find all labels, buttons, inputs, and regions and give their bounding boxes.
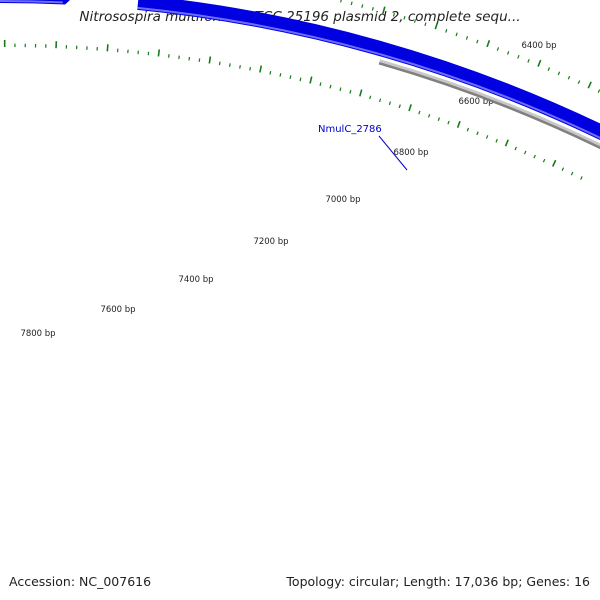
major-tick bbox=[587, 81, 592, 89]
tick-label: 7600 bp bbox=[100, 305, 135, 315]
tick-label: 6400 bp bbox=[521, 41, 556, 51]
major-tick bbox=[309, 76, 313, 84]
tick-label: 7800 bp bbox=[20, 329, 55, 339]
minor-tick bbox=[495, 138, 498, 143]
minor-tick bbox=[329, 84, 332, 89]
minor-tick bbox=[424, 22, 427, 27]
minor-tick bbox=[239, 65, 241, 69]
major-tick bbox=[106, 44, 109, 52]
minor-tick bbox=[561, 167, 565, 172]
major-tick bbox=[486, 40, 491, 48]
tick-label: 6600 bp bbox=[458, 97, 493, 107]
minor-tick bbox=[514, 146, 517, 151]
major-tick bbox=[408, 104, 412, 112]
minor-tick bbox=[198, 58, 201, 62]
minor-tick bbox=[447, 120, 450, 125]
minor-tick bbox=[427, 113, 431, 118]
gene-nmulc-2786-highlight bbox=[137, 6, 600, 139]
minor-tick bbox=[269, 70, 272, 75]
sequence-summary: Topology: circular; Length: 17,036 bp; G… bbox=[286, 574, 590, 589]
accession-text: Accession: NC_007616 bbox=[9, 574, 152, 589]
minor-tick bbox=[557, 71, 561, 76]
minor-tick bbox=[289, 75, 292, 79]
gene-arrow-left-highlight bbox=[0, 0, 63, 4]
minor-tick bbox=[517, 54, 520, 59]
major-tick bbox=[552, 159, 557, 167]
sequence-backbone bbox=[378, 62, 600, 150]
minor-tick bbox=[455, 32, 458, 37]
major-tick bbox=[537, 59, 542, 67]
minor-tick bbox=[476, 39, 479, 44]
minor-tick bbox=[392, 12, 396, 17]
minor-tick bbox=[465, 36, 469, 40]
minor-tick bbox=[523, 150, 527, 155]
major-tick bbox=[434, 22, 439, 30]
minor-tick bbox=[249, 66, 252, 71]
tick-label: 7200 bp bbox=[253, 237, 288, 247]
minor-tick bbox=[339, 87, 342, 92]
gene-label-callout bbox=[378, 135, 408, 171]
minor-tick bbox=[570, 171, 574, 176]
minor-tick bbox=[398, 104, 401, 109]
major-tick bbox=[504, 139, 509, 147]
minor-tick bbox=[506, 51, 510, 55]
minor-tick bbox=[228, 63, 231, 67]
gene-nmulc-2786[interactable] bbox=[137, 0, 600, 141]
minor-tick bbox=[418, 110, 421, 115]
minor-tick bbox=[580, 176, 583, 180]
gene-label[interactable]: NmulC_2786 bbox=[318, 124, 382, 135]
minor-tick bbox=[340, 0, 342, 3]
tick-label: 7000 bp bbox=[325, 195, 360, 205]
major-tick bbox=[359, 89, 363, 97]
minor-tick bbox=[496, 47, 500, 51]
major-tick bbox=[157, 49, 161, 57]
minor-tick bbox=[476, 131, 479, 136]
gene-layer[interactable] bbox=[0, 0, 600, 141]
tick-label: 6800 bp bbox=[393, 148, 428, 158]
sequence-backbone-shadow bbox=[378, 59, 600, 148]
minor-tick bbox=[369, 95, 372, 100]
major-tick bbox=[259, 65, 263, 73]
minor-tick bbox=[533, 154, 536, 159]
minor-tick bbox=[542, 158, 546, 163]
minor-tick bbox=[403, 15, 406, 20]
minor-tick bbox=[299, 77, 302, 82]
inner-tick-ring bbox=[3, 40, 583, 180]
minor-tick bbox=[466, 127, 470, 132]
minor-tick bbox=[319, 82, 322, 86]
minor-tick bbox=[527, 58, 530, 63]
minor-tick bbox=[577, 80, 581, 84]
minor-tick bbox=[388, 101, 392, 106]
major-tick bbox=[208, 56, 212, 64]
minor-tick bbox=[567, 75, 571, 80]
minor-tick bbox=[371, 7, 374, 11]
minor-tick bbox=[361, 4, 364, 8]
outer-tick-ring: 6400 bp 6600 bp 6800 bp 7000 bp 7200 bp 7400 … bbox=[20, 0, 600, 339]
label-layer: NmulC_2786 bbox=[318, 124, 408, 171]
minor-tick bbox=[597, 89, 600, 93]
major-tick bbox=[456, 120, 461, 128]
minor-tick bbox=[279, 73, 282, 77]
minor-tick bbox=[437, 117, 440, 122]
minor-tick bbox=[445, 29, 448, 33]
major-tick bbox=[382, 6, 386, 14]
minor-tick bbox=[218, 61, 221, 66]
backbone-layer bbox=[378, 59, 600, 150]
minor-tick bbox=[485, 135, 489, 139]
minor-tick bbox=[350, 1, 353, 6]
minor-tick bbox=[413, 19, 417, 23]
tick-label: 7400 bp bbox=[178, 275, 213, 285]
minor-tick bbox=[378, 98, 382, 103]
minor-tick bbox=[349, 90, 352, 94]
minor-tick bbox=[547, 67, 551, 71]
